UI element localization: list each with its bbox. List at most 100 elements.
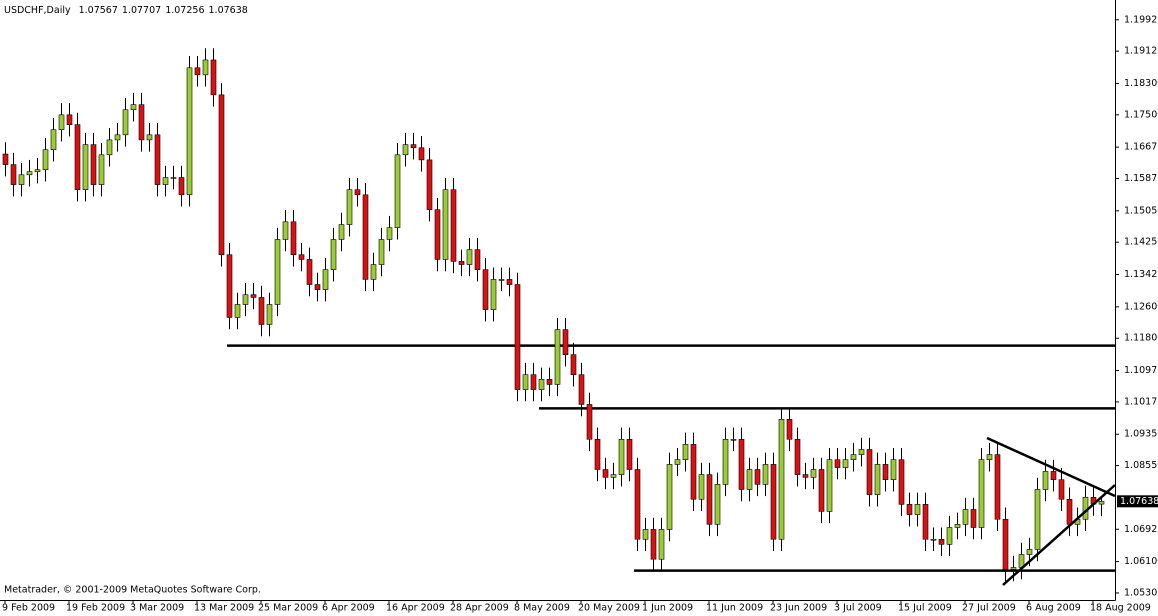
x-tick-label: 3 Jul 2009	[834, 603, 882, 614]
x-tick-label: 6 Aug 2009	[1026, 603, 1081, 614]
candle-body	[394, 154, 401, 228]
candle-body	[1058, 479, 1065, 500]
y-tick-label: 1.05300	[1124, 587, 1158, 598]
y-tick-label: 1.16675	[1124, 142, 1158, 153]
candle-body	[282, 221, 289, 240]
x-tick-label: 16 Apr 2009	[386, 603, 445, 614]
candle-body	[138, 104, 145, 141]
candle-body	[322, 269, 329, 290]
candle-body	[970, 509, 977, 528]
candle-body	[74, 124, 81, 190]
candle-body	[834, 459, 841, 468]
price-marker	[1117, 495, 1158, 508]
y-tick-label: 1.17500	[1124, 109, 1158, 120]
candle-body	[410, 144, 417, 149]
candle-body	[914, 504, 921, 515]
candle-body	[562, 329, 569, 355]
candle-body	[234, 304, 241, 318]
candle-body	[666, 464, 673, 530]
x-tick-label: 3 Mar 2009	[130, 603, 184, 614]
candle-body	[122, 109, 129, 136]
plot-area	[2, 48, 1115, 582]
x-tick-label: 13 Mar 2009	[194, 603, 254, 614]
candle-body	[314, 284, 321, 290]
candle-body	[922, 504, 929, 540]
candle-body	[810, 469, 817, 478]
candle-body	[522, 374, 529, 390]
candle-body	[482, 269, 489, 310]
last-open: 1.07567	[79, 5, 118, 16]
candle-body	[738, 439, 745, 490]
candle-body	[402, 144, 409, 156]
candle-body	[290, 221, 297, 256]
candle-body	[570, 354, 577, 375]
last-high: 1.07707	[122, 5, 161, 16]
candle-body	[882, 464, 889, 480]
x-tick-label: 15 Jul 2009	[898, 603, 952, 614]
candle-body	[226, 254, 233, 318]
candle-body	[18, 174, 25, 185]
price-marker-label: 1.07638	[1120, 496, 1158, 507]
candle-body	[1010, 567, 1017, 570]
candle-body	[442, 189, 449, 260]
candle-body	[210, 59, 217, 96]
candle-body	[978, 459, 985, 528]
candle-body	[650, 529, 657, 560]
candle-body	[1042, 471, 1049, 490]
y-tick-label: 1.06100	[1124, 556, 1158, 567]
candle-body	[938, 538, 945, 545]
candle-body	[858, 449, 865, 455]
candle-body	[1034, 489, 1041, 550]
candle-body	[242, 294, 249, 305]
candle-body	[602, 469, 609, 478]
y-tick-label: 1.09350	[1124, 429, 1158, 440]
candle-body	[58, 114, 65, 131]
candle-body	[474, 249, 481, 270]
candle-body	[890, 459, 897, 480]
y-tick-label: 1.10975	[1124, 365, 1158, 376]
candle-body	[130, 104, 137, 111]
candle-body	[114, 134, 121, 141]
candle-body	[898, 459, 905, 505]
candle-body	[754, 469, 761, 485]
candle-body	[794, 439, 801, 475]
candle-body	[746, 469, 753, 490]
candle-body	[50, 129, 57, 151]
candle-body	[762, 464, 769, 485]
candle-body	[490, 279, 497, 310]
candle-body	[826, 459, 833, 512]
candle-body	[874, 464, 881, 495]
y-tick-label: 1.19925	[1124, 14, 1158, 25]
candle-body	[250, 294, 257, 298]
candle-body	[554, 329, 561, 385]
candle-body	[90, 144, 97, 185]
triangle-upper-line	[986, 436, 1116, 498]
candle-body	[730, 439, 737, 441]
candle-body	[1026, 549, 1033, 555]
candle-body	[538, 379, 545, 390]
x-tick-label: 6 Apr 2009	[322, 603, 375, 614]
candle-body	[258, 297, 265, 325]
candle-body	[98, 154, 105, 185]
candle-body	[714, 484, 721, 525]
candle-body	[362, 194, 369, 280]
y-tick-label: 1.15050	[1124, 205, 1158, 216]
candle-body	[578, 374, 585, 405]
candle-body	[346, 189, 353, 225]
candle-body	[154, 134, 161, 185]
candle-body	[186, 67, 193, 196]
candle-body	[674, 459, 681, 465]
last-low: 1.07256	[165, 5, 204, 16]
candle-body	[498, 279, 505, 281]
candle-body	[962, 509, 969, 525]
y-tick-label: 1.15875	[1124, 173, 1158, 184]
candle-body	[1066, 498, 1073, 525]
candle-body	[370, 264, 377, 280]
candle-body	[618, 439, 625, 475]
y-tick-label: 1.06925	[1124, 524, 1158, 535]
candle-body	[594, 439, 601, 470]
candle-body	[690, 444, 697, 500]
candle-body	[786, 419, 793, 440]
symbol: USDCHF,Daily	[4, 5, 71, 16]
